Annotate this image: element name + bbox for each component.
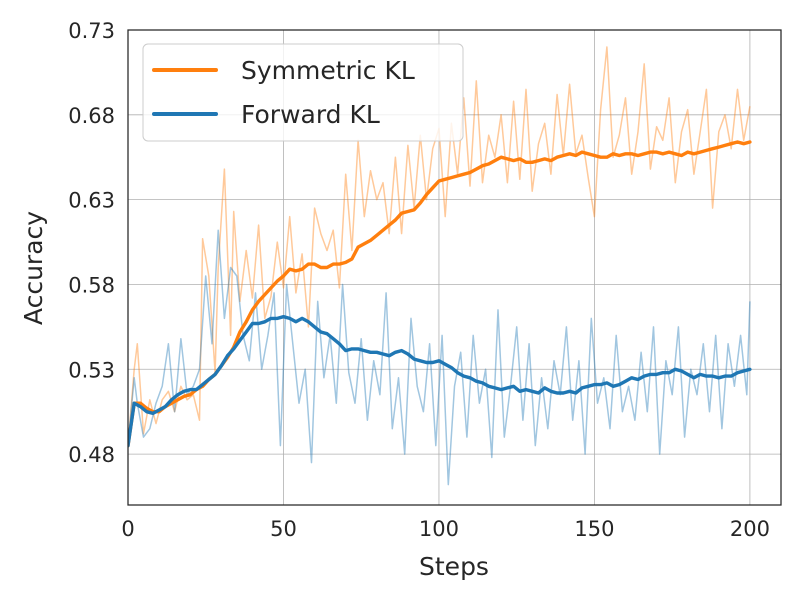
raw-series-forward-kl [128, 229, 751, 486]
x-tick-label: 200 [730, 517, 770, 541]
legend-label-forward-kl: Forward KL [241, 100, 380, 129]
y-tick-label: 0.53 [68, 358, 115, 382]
y-tick-label: 0.63 [68, 189, 115, 213]
legend-frame [142, 43, 464, 142]
y-tick-label: 0.68 [68, 104, 115, 128]
x-tick-label: 50 [270, 517, 297, 541]
y-tick-label: 0.48 [68, 443, 115, 467]
x-tick-label: 150 [574, 517, 614, 541]
legend-label-symmetric-kl: Symmetric KL [241, 56, 415, 85]
y-tick-label: 0.73 [68, 19, 115, 43]
y-axis-ticks: 0.48 0.53 0.58 0.63 0.68 0.73 [68, 19, 115, 467]
smoothed-series-forward-kl [128, 315, 752, 448]
raw-series-symmetric-kl [128, 46, 751, 446]
x-axis-label: Steps [419, 552, 489, 581]
plot-frame [127, 29, 782, 506]
x-axis-ticks: 0 50 100 150 200 [121, 517, 770, 541]
x-tick-label: 100 [419, 517, 459, 541]
series-layer [128, 46, 752, 486]
x-tick-label: 0 [121, 517, 134, 541]
y-tick-label: 0.58 [68, 273, 115, 297]
y-axis-label: Accuracy [19, 211, 48, 325]
legend: Symmetric KL Forward KL [142, 43, 464, 142]
